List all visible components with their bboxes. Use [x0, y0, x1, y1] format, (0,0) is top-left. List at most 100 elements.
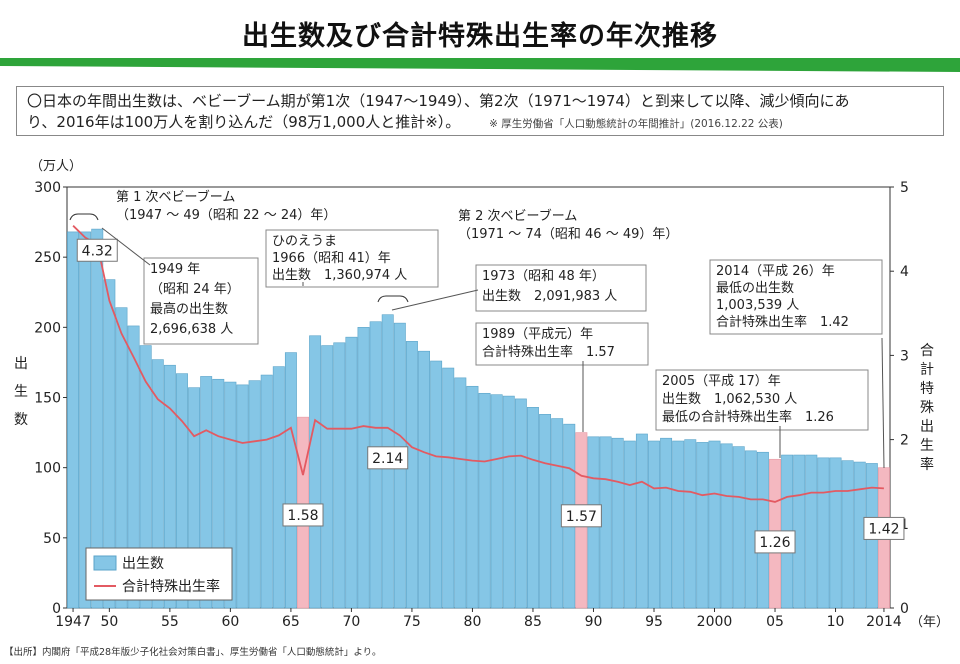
- left-axis-label-char-1: 生: [14, 384, 28, 400]
- bar-1983: [502, 395, 515, 609]
- bar-2003: [744, 450, 757, 609]
- bar-1978: [442, 367, 455, 609]
- summary-box: 〇日本の年間出生数は、ベビーブーム期が第1次（1947〜1949）、第2次（19…: [16, 86, 944, 136]
- x-tick-label-1975: 75: [403, 614, 421, 630]
- annot-1989-line-1: 合計特殊出生率 1.57: [482, 344, 615, 360]
- right-tick-label-2: 2: [900, 433, 909, 449]
- annot-2005-line-1: 出生数 1,062,530 人: [662, 392, 797, 407]
- legend-bar-label: 出生数: [122, 556, 164, 572]
- bar-1970: [345, 336, 358, 609]
- x-tick-label-1960: 60: [221, 614, 239, 630]
- annot-2014-line-2: 1,003,539 人: [716, 298, 799, 313]
- value-box-2014: [863, 516, 905, 540]
- boom2-line-1: （1971 〜 74（昭和 46 〜 49）年）: [458, 227, 678, 242]
- leader-1973: [391, 289, 479, 311]
- x-tick-label-2014: 2014: [866, 614, 902, 630]
- left-tick-label-250: 250: [34, 250, 61, 266]
- boom1-bracket: [69, 213, 99, 221]
- x-axis-unit: （年）: [910, 615, 949, 630]
- right-tick-label-0: 0: [900, 601, 909, 617]
- value-label-1989: 1.57: [566, 509, 597, 525]
- left-tick-label-300: 300: [34, 180, 61, 196]
- annot-1949-box: [143, 257, 259, 345]
- left-tick-label-100: 100: [34, 461, 61, 477]
- bar-1958: [200, 376, 213, 609]
- bar-1949: [91, 228, 104, 609]
- annot-2014-line-0: 2014（平成 26）年: [716, 264, 835, 279]
- bar-1986: [539, 414, 552, 609]
- left-axis-unit: （万人）: [30, 159, 82, 174]
- bar-1994: [635, 433, 648, 609]
- title-green-rule: [0, 58, 960, 72]
- bar-1954: [151, 359, 164, 609]
- annot-1973-line-0: 1973（昭和 48 年）: [482, 269, 605, 284]
- bar-2004: [756, 451, 769, 609]
- bar-2002: [732, 446, 745, 609]
- x-tick-label-1965: 65: [282, 614, 300, 630]
- value-label-1949: 4.32: [82, 243, 113, 259]
- annot-1966-line-1: 1966（昭和 41）年: [272, 251, 391, 266]
- bar-1979: [454, 377, 467, 609]
- bar-1999: [696, 442, 709, 609]
- right-tick-label-3: 3: [900, 348, 909, 364]
- annot-2014-line-1: 最低の出生数: [716, 281, 794, 296]
- right-axis-label-char-4: 出: [920, 419, 934, 435]
- right-tick-label-5: 5: [900, 180, 909, 196]
- x-tick-label-1950: 50: [100, 614, 118, 630]
- x-tick-label-2000: 2000: [697, 614, 733, 630]
- value-box-1949: [76, 238, 118, 262]
- bar-1964: [272, 366, 285, 609]
- bar-1961: [236, 384, 249, 609]
- annot-1966-box: [265, 229, 439, 288]
- annot-1949-line-0: 1949 年: [150, 262, 200, 277]
- summary-line-2-text: り、2016年は100万人を割り込んだ（98万1,000人と推計※）。: [27, 113, 461, 131]
- bar-1948: [79, 231, 92, 609]
- bar-1951: [115, 307, 128, 609]
- bar-2011: [841, 460, 854, 609]
- right-axis-label-char-3: 殊: [920, 400, 934, 416]
- bar-1980: [466, 385, 479, 609]
- bar-1969: [333, 342, 346, 609]
- x-tick-label-2010: 10: [827, 614, 845, 630]
- bar-1957: [188, 387, 201, 609]
- bar-1977: [430, 360, 443, 609]
- bar-1967: [309, 335, 322, 609]
- leader-2014: [881, 337, 885, 469]
- bar-1963: [260, 374, 273, 609]
- right-axis-label-char-1: 計: [920, 362, 934, 378]
- bar-1984: [514, 398, 527, 609]
- value-label-1966: 1.58: [287, 508, 318, 524]
- annot-1973-box: [475, 264, 647, 312]
- bar-1995: [648, 440, 660, 609]
- bar-1997: [672, 440, 685, 609]
- bar-2008: [805, 454, 818, 609]
- x-tick-label-1947: 1947: [55, 614, 91, 630]
- right-tick-label-1: 1: [900, 517, 909, 533]
- boom2-line-0: 第 2 次ベビーブーム: [458, 208, 577, 224]
- summary-line-1: 〇日本の年間出生数は、ベビーブーム期が第1次（1947〜1949）、第2次（19…: [27, 92, 850, 110]
- annot-2005-box: [655, 369, 869, 431]
- annot-1989-line-0: 1989（平成元）年: [482, 327, 593, 342]
- bar-1985: [527, 407, 539, 609]
- boom1-line-0: 第 1 次ベビーブーム: [116, 189, 235, 205]
- x-tick-label-1980: 80: [464, 614, 482, 630]
- value-box-2005: [754, 530, 796, 554]
- boom2-bracket: [377, 295, 409, 303]
- annot-1966-line-0: ひのえうま: [272, 234, 337, 249]
- value-box-1966: [282, 503, 324, 527]
- value-box-1973: [367, 446, 409, 470]
- legend-line-label: 合計特殊出生率: [122, 578, 220, 595]
- annot-1949-line-3: 2,696,638 人: [150, 322, 233, 337]
- bar-1996: [660, 437, 673, 609]
- left-axis-label-char-0: 出: [14, 356, 28, 372]
- bar-1947: [67, 231, 80, 609]
- x-tick-label-1955: 55: [161, 614, 179, 630]
- annot-1989-box: [475, 322, 649, 366]
- x-tick-label-1985: 85: [524, 614, 542, 630]
- bar-1975: [405, 341, 418, 609]
- bar-1992: [611, 437, 624, 609]
- value-label-2005: 1.26: [759, 535, 790, 551]
- value-box-1989: [560, 504, 602, 528]
- annot-2005-line-0: 2005（平成 17）年: [662, 374, 781, 389]
- annot-2014-box: [709, 259, 883, 335]
